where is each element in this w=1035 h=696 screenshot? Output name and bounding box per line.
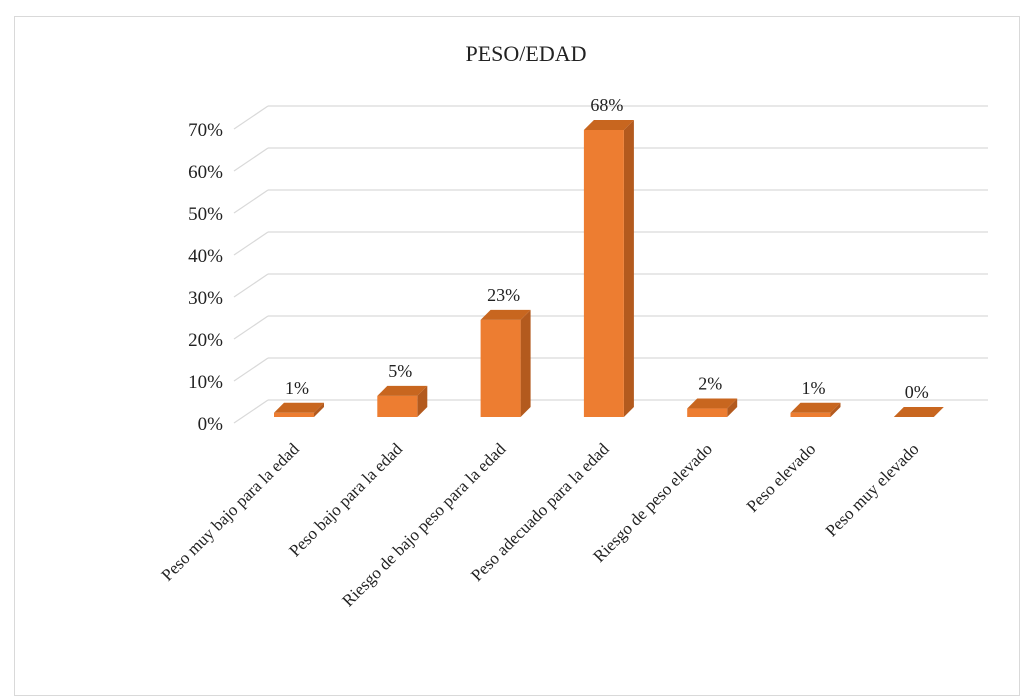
y-axis-ticks: 0% 10% 20% 30% 40% 50% 60% 70%	[188, 120, 223, 435]
x-category-label: Riesgo de bajo peso para la edad	[338, 439, 509, 610]
bar-front	[583, 129, 624, 418]
data-label: 23%	[487, 285, 520, 305]
bar	[274, 402, 324, 417]
data-label: 68%	[590, 95, 623, 115]
bar-front	[790, 412, 831, 417]
chart-title: PESO/EDAD	[465, 41, 586, 66]
data-label: 0%	[905, 382, 929, 402]
gridline-depth	[233, 231, 269, 256]
x-category-label: Riesgo de peso elevado	[589, 439, 716, 566]
gridline-depth	[233, 273, 269, 298]
bar-top	[893, 407, 944, 417]
bar	[583, 119, 634, 418]
chart-area: PESO/EDAD 0% 10% 20% 30% 40% 50% 60% 70% 1% 5% 23…	[158, 41, 988, 610]
y-tick-label: 20%	[188, 330, 223, 351]
bars	[274, 119, 944, 418]
bar-top	[480, 309, 531, 320]
y-tick-label: 60%	[188, 162, 223, 183]
bar	[687, 398, 738, 417]
bar-front	[687, 408, 728, 417]
x-category-label: Peso bajo para la edad	[285, 439, 406, 560]
gridline-depth	[233, 399, 269, 424]
bar-top	[377, 385, 428, 396]
bar-side	[623, 119, 634, 418]
x-category-label: Peso elevado	[743, 439, 820, 516]
bar	[377, 385, 428, 417]
x-category-label: Peso muy bajo para la edad	[158, 439, 304, 585]
bar-side	[417, 385, 428, 417]
bar-front	[480, 319, 521, 417]
bar-side	[520, 309, 531, 417]
y-tick-label: 50%	[188, 204, 223, 225]
data-labels: 1% 5% 23% 68% 2% 1% 0%	[285, 95, 929, 402]
bar-top	[790, 402, 841, 413]
bar-top	[274, 402, 324, 413]
bar-front	[377, 395, 418, 417]
y-tick-label: 0%	[198, 414, 224, 435]
bar-front	[274, 412, 314, 417]
x-category-label: Peso muy elevado	[822, 439, 923, 540]
gridline-depth	[233, 147, 269, 172]
gridline-depth	[233, 357, 269, 382]
data-label: 1%	[285, 378, 309, 398]
bar	[790, 402, 841, 417]
bar	[480, 309, 531, 417]
y-tick-label: 40%	[188, 246, 223, 267]
bar-side	[727, 398, 738, 417]
y-tick-label: 30%	[188, 288, 223, 309]
bar	[893, 407, 944, 417]
bar-side	[830, 402, 841, 417]
y-tick-label: 10%	[188, 372, 223, 393]
gridline-depth	[233, 189, 269, 214]
data-label: 1%	[802, 378, 826, 398]
gridline-depth	[233, 105, 269, 130]
y-tick-label: 70%	[188, 120, 223, 141]
bar-side	[314, 402, 324, 417]
gridline-depth	[233, 315, 269, 340]
data-label: 5%	[388, 361, 412, 381]
data-label: 2%	[698, 374, 722, 394]
bar-top	[687, 398, 738, 409]
bar-top	[583, 119, 634, 130]
